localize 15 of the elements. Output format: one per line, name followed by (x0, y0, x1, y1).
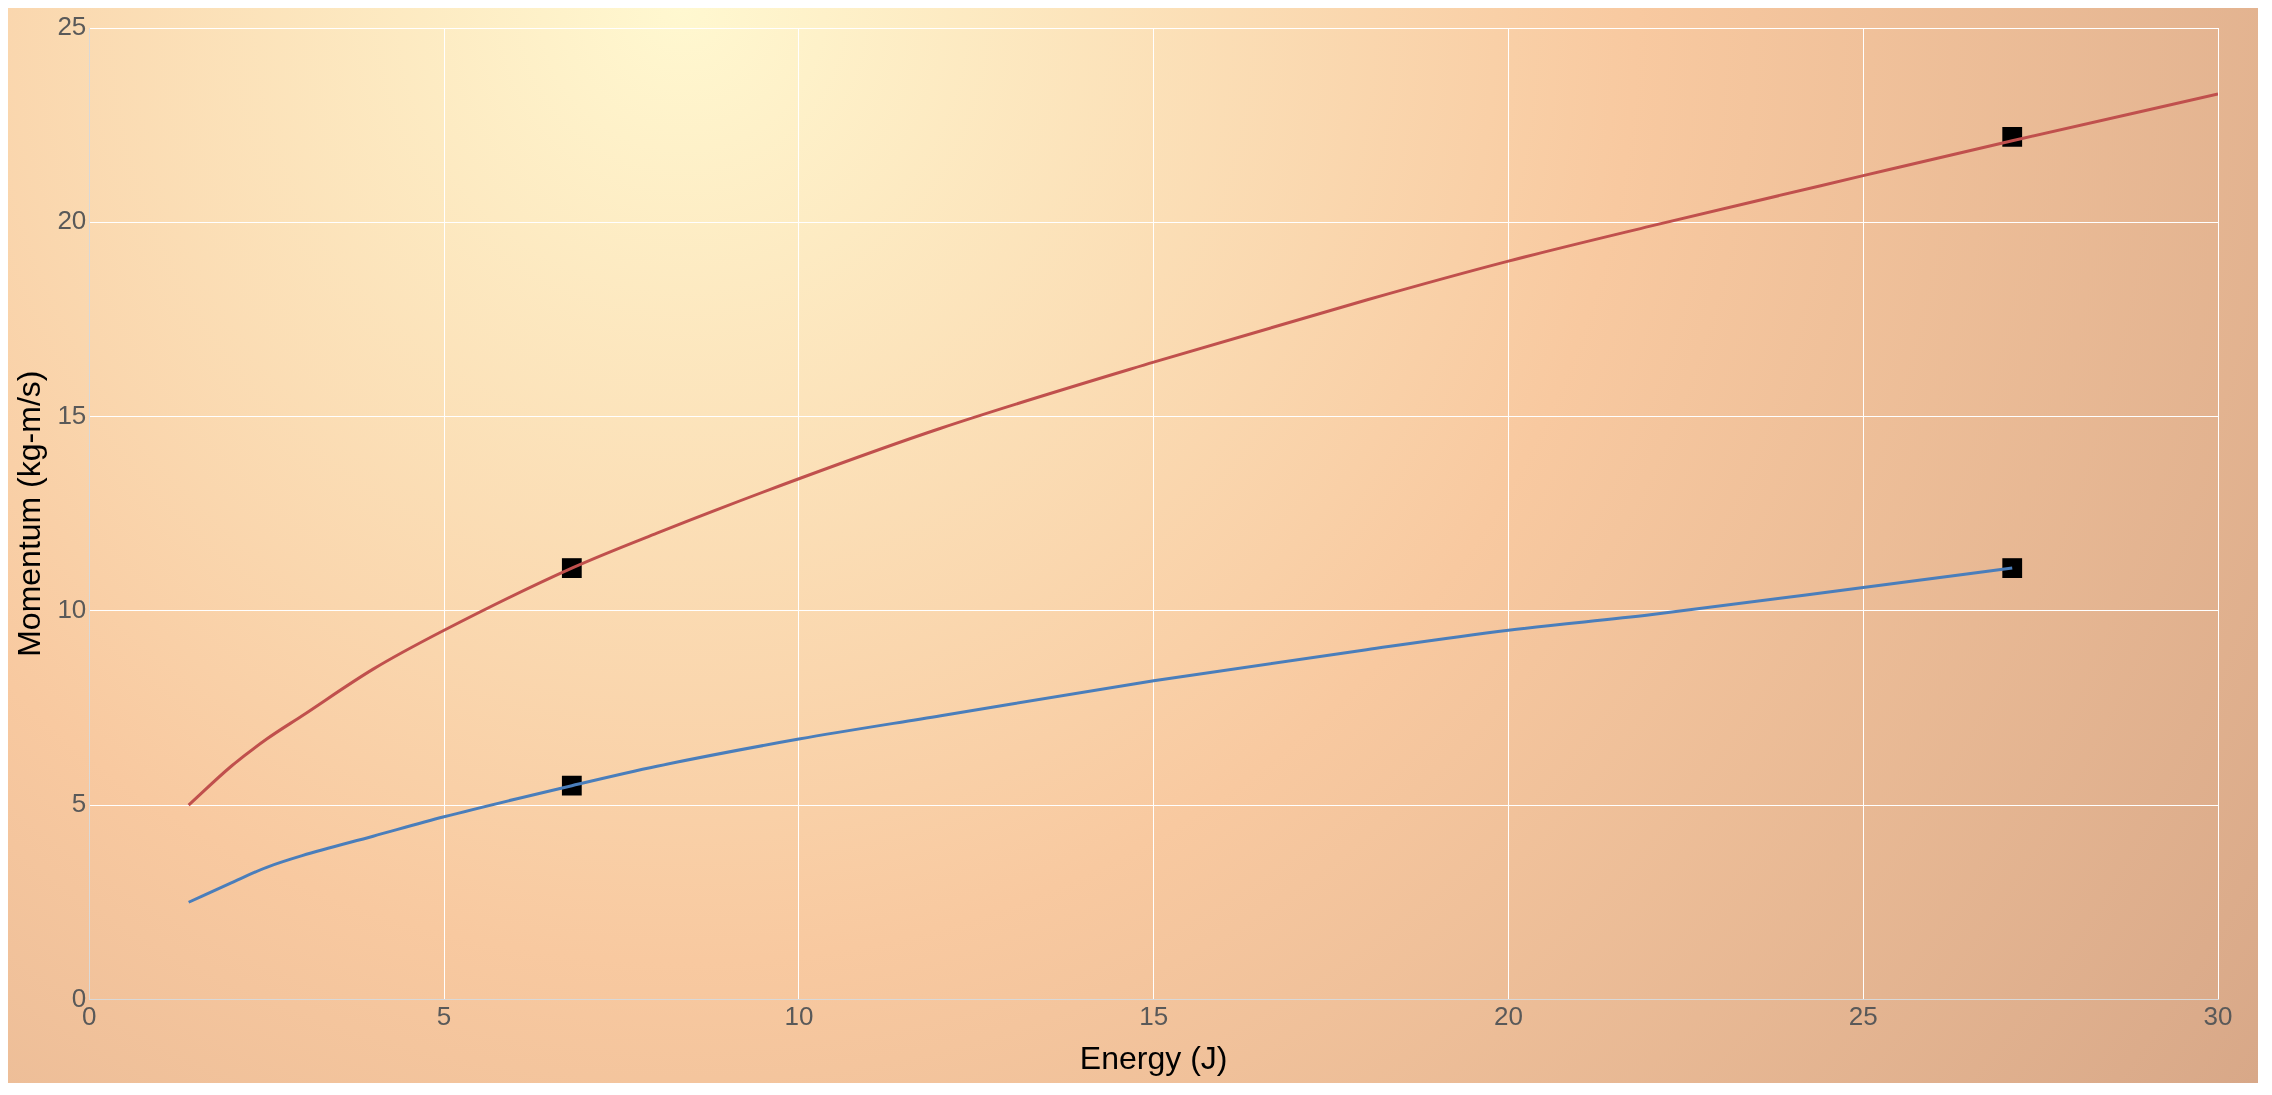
x-tick-label: 5 (436, 1001, 452, 1032)
y-tick-label: 15 (57, 399, 87, 430)
y-tick-label: 5 (71, 788, 87, 819)
x-axis-title: Energy (J) (1079, 1039, 1228, 1076)
x-tick-label: 10 (784, 1001, 814, 1032)
x-tick-label: 20 (1493, 1001, 1523, 1032)
x-tick-label: 25 (1848, 1001, 1878, 1032)
x-tick-label: 30 (2203, 1001, 2233, 1032)
x-tick-label: 15 (1139, 1001, 1169, 1032)
y-tick-label: 20 (57, 205, 87, 236)
y-tick-label: 25 (57, 11, 87, 42)
line-series (187, 92, 2218, 807)
y-axis-title: Momentum (kg-m/s) (11, 370, 48, 657)
y-tick-label: 10 (57, 594, 87, 625)
point (2002, 558, 2023, 578)
